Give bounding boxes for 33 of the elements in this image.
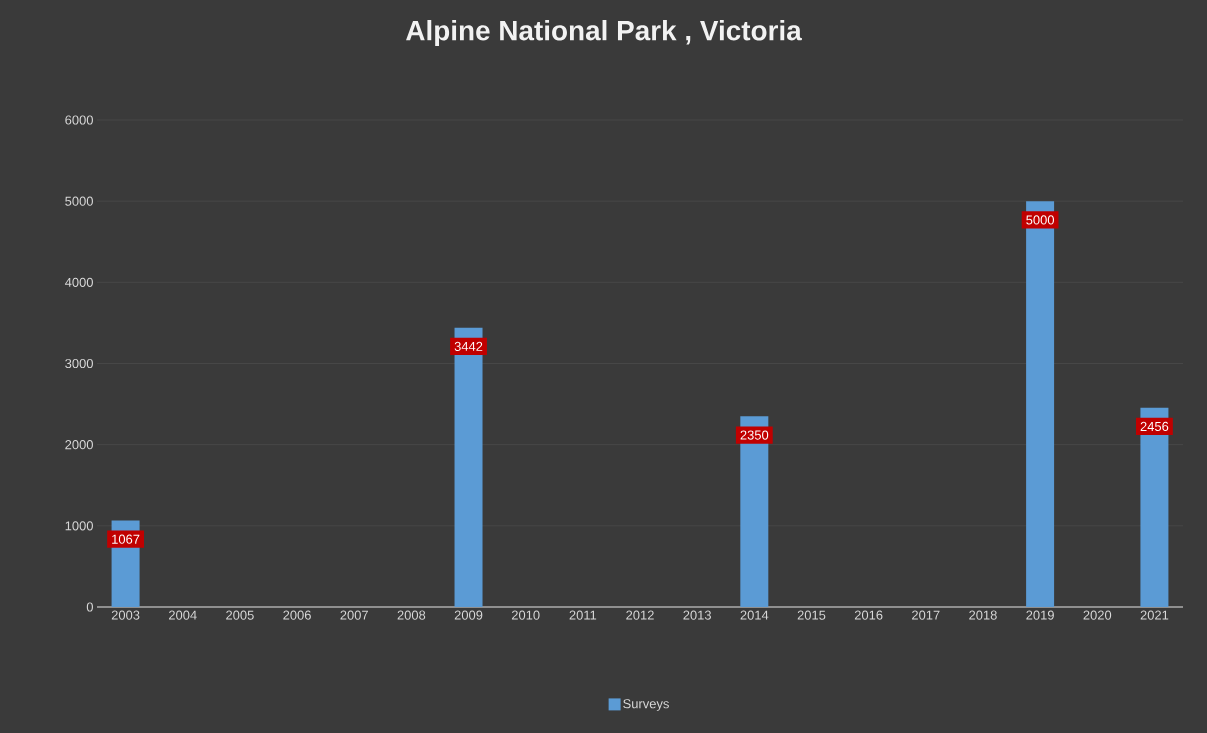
x-tick-label: 2007 xyxy=(340,610,368,620)
x-tick-label: 2014 xyxy=(740,610,769,620)
y-tick-label: 3000 xyxy=(65,358,93,369)
data-label: 2456 xyxy=(1140,421,1169,432)
x-tick-label: 2008 xyxy=(397,610,426,620)
x-tick-label: 2013 xyxy=(683,610,711,620)
data-label: 3442 xyxy=(454,341,483,351)
y-tick-label: 2000 xyxy=(65,440,93,450)
chart-title: Alpine National Park , Victoria xyxy=(406,20,802,46)
x-tick-label: 2004 xyxy=(168,610,197,620)
x-tick-label: 2006 xyxy=(283,610,311,620)
x-tick-label: 2018 xyxy=(969,610,997,620)
x-tick-label: 2016 xyxy=(854,610,883,620)
y-tick-label: 6000 xyxy=(65,115,93,125)
x-tick-label: 2012 xyxy=(626,610,654,620)
x-tick-label: 2011 xyxy=(569,610,597,620)
data-label: 1067 xyxy=(112,534,140,544)
x-tick-label: 2020 xyxy=(1083,610,1112,620)
x-tick-label: 2017 xyxy=(912,610,940,620)
x-tick-label: 2015 xyxy=(797,610,826,620)
data-label: 5000 xyxy=(1026,215,1055,225)
y-tick-label: 5000 xyxy=(65,196,93,206)
legend-label: Surveys xyxy=(623,699,669,711)
x-tick-label: 2019 xyxy=(1026,610,1054,620)
x-tick-label: 2003 xyxy=(111,610,140,620)
x-tick-label: 2009 xyxy=(454,610,483,620)
y-tick-label: 4000 xyxy=(64,277,93,287)
y-tick-label: 0 xyxy=(86,602,93,612)
x-tick-label: 2005 xyxy=(226,610,254,620)
x-tick-label: 2021 xyxy=(1140,610,1169,620)
y-tick-label: 1000 xyxy=(65,521,93,531)
data-label: 2350 xyxy=(740,430,769,440)
x-tick-label: 2010 xyxy=(511,610,540,620)
